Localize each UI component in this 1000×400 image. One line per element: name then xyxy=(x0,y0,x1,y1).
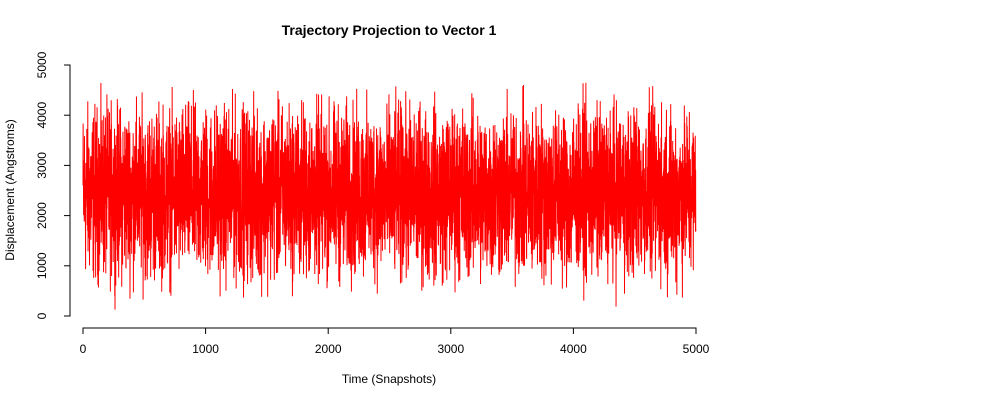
y-tick-label: 2000 xyxy=(35,202,49,229)
x-tick-label: 4000 xyxy=(560,342,587,356)
x-tick-label: 1000 xyxy=(192,342,219,356)
plot-area xyxy=(82,82,697,310)
y-axis-label: Displacement (Angstroms) xyxy=(3,119,17,260)
series-line xyxy=(82,82,697,310)
x-axis-ticks: 0 1000 2000 3000 4000 5000 xyxy=(80,328,710,356)
chart-title: Trajectory Projection to Vector 1 xyxy=(282,22,497,38)
y-tick-label: 0 xyxy=(35,312,49,319)
x-axis-line xyxy=(82,327,697,334)
y-tick-label: 4000 xyxy=(35,102,49,129)
y-tick-label: 5000 xyxy=(35,51,49,78)
y-tick-label: 3000 xyxy=(35,152,49,179)
x-axis-label: Time (Snapshots) xyxy=(342,372,436,386)
x-tick-label: 3000 xyxy=(437,342,464,356)
x-tick-label: 5000 xyxy=(683,342,710,356)
y-axis-ticks: 0 1000 2000 3000 4000 5000 xyxy=(35,51,70,319)
y-tick-label: 1000 xyxy=(35,252,49,279)
x-tick-label: 2000 xyxy=(315,342,342,356)
x-tick-label: 0 xyxy=(80,342,87,356)
y-axis-line xyxy=(64,64,71,317)
